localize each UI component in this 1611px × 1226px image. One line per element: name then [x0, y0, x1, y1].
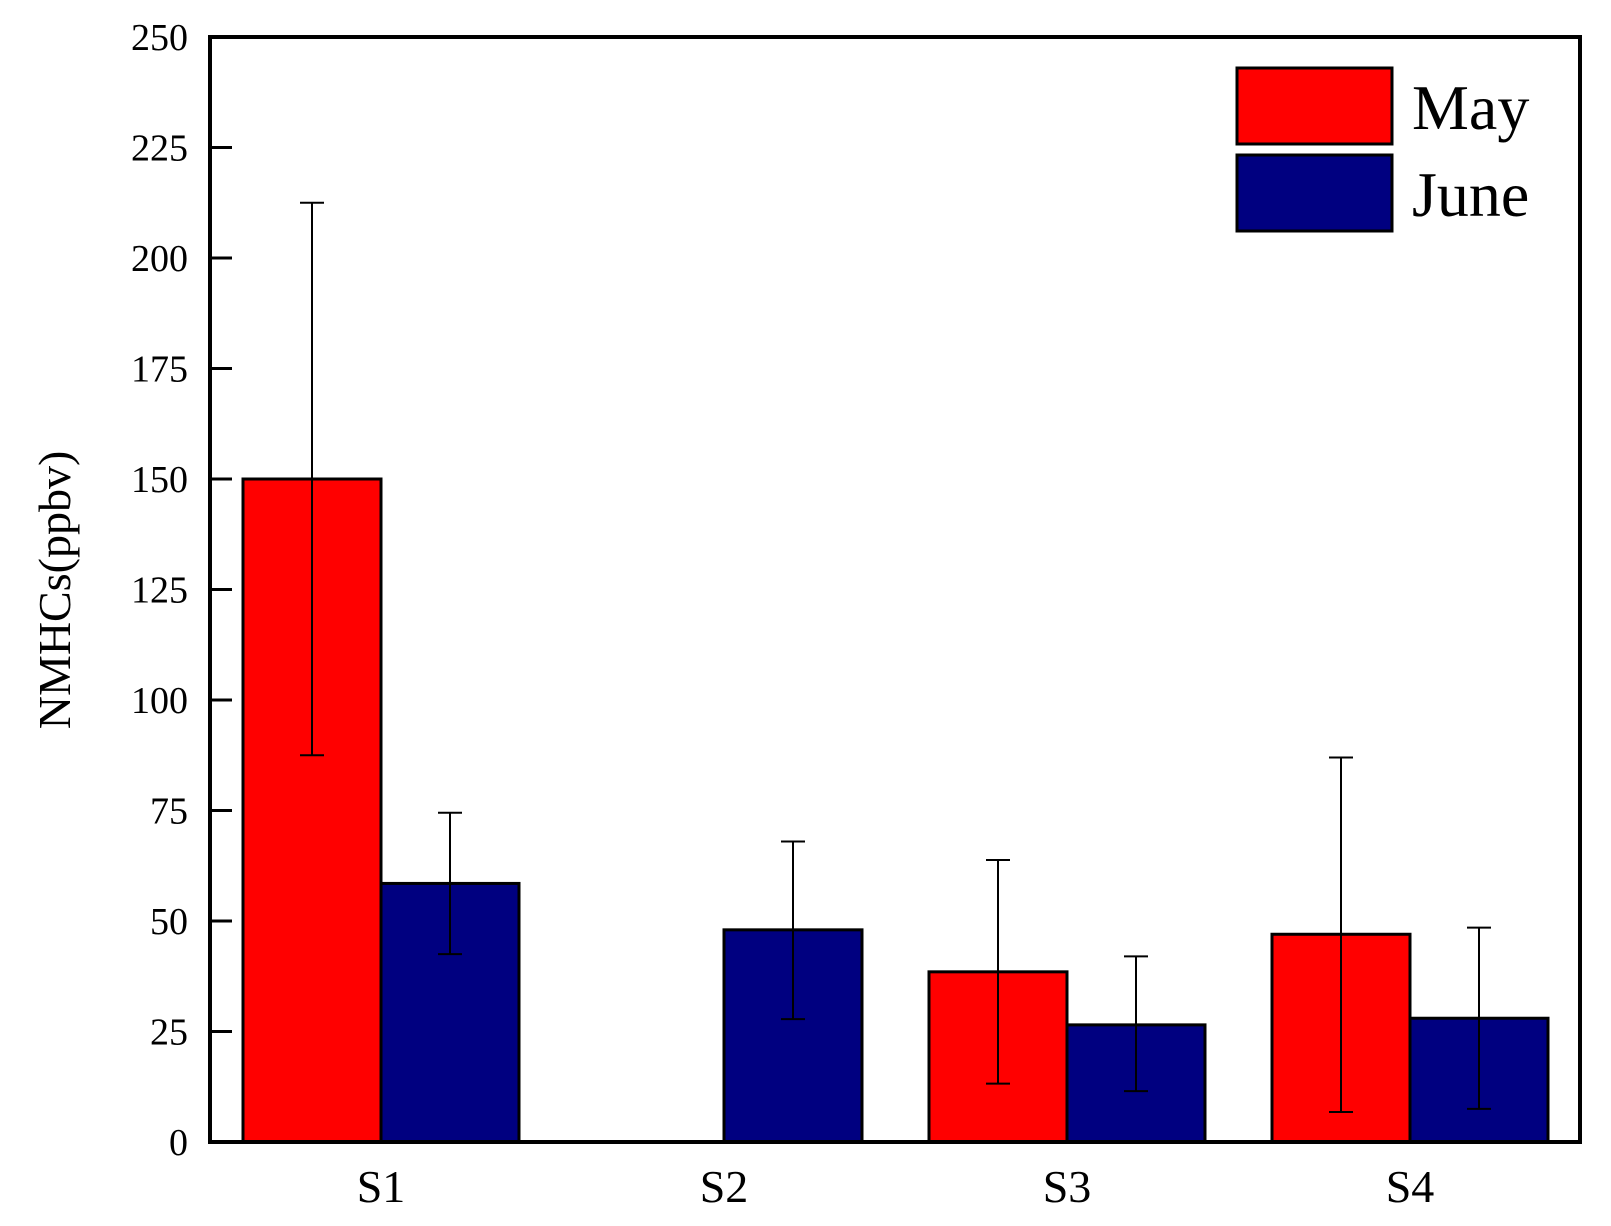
y-tick-label: 225	[131, 128, 188, 170]
error-bars-layer	[300, 201, 1491, 1113]
legend-swatch-may	[1235, 66, 1394, 146]
y-tick-label: 100	[131, 680, 188, 722]
y-tick-label: 175	[131, 349, 188, 391]
y-tick-label: 25	[150, 1012, 188, 1054]
y-tick-label: 0	[169, 1122, 188, 1164]
error-bar-june-s1	[438, 811, 462, 956]
x-tick-label: S3	[1043, 1161, 1092, 1212]
x-tick-label: S1	[357, 1161, 406, 1212]
y-tick-label: 200	[131, 238, 188, 280]
y-axis-title: NMHCs(ppbv)	[29, 451, 80, 730]
legend-label-may: May	[1412, 72, 1529, 143]
bars-layer	[241, 477, 1550, 1144]
legend-swatch-june	[1235, 153, 1394, 233]
y-tick-label: 150	[131, 459, 188, 501]
y-tick-label: 250	[131, 17, 188, 59]
legend: May June	[1235, 66, 1529, 233]
error-bar-may-s3	[986, 859, 1010, 1085]
x-tick-label: S2	[700, 1161, 749, 1212]
error-bar-may-s1	[300, 201, 324, 757]
y-tick-label: 75	[150, 791, 188, 833]
y-tick-label: 50	[150, 901, 188, 943]
error-bar-june-s2	[781, 840, 805, 1021]
error-bar-june-s4	[1467, 926, 1491, 1110]
x-axis-ticks: S1 S2 S3 S4	[357, 1122, 1435, 1212]
error-bar-may-s4	[1329, 756, 1353, 1113]
y-tick-label: 125	[131, 570, 188, 612]
legend-label-june: June	[1412, 159, 1529, 230]
error-bar-june-s3	[1124, 955, 1148, 1093]
x-tick-label: S4	[1386, 1161, 1435, 1212]
y-axis-ticks: 0 25 50 75 100 125 150 175 200 225 250	[131, 17, 232, 1164]
